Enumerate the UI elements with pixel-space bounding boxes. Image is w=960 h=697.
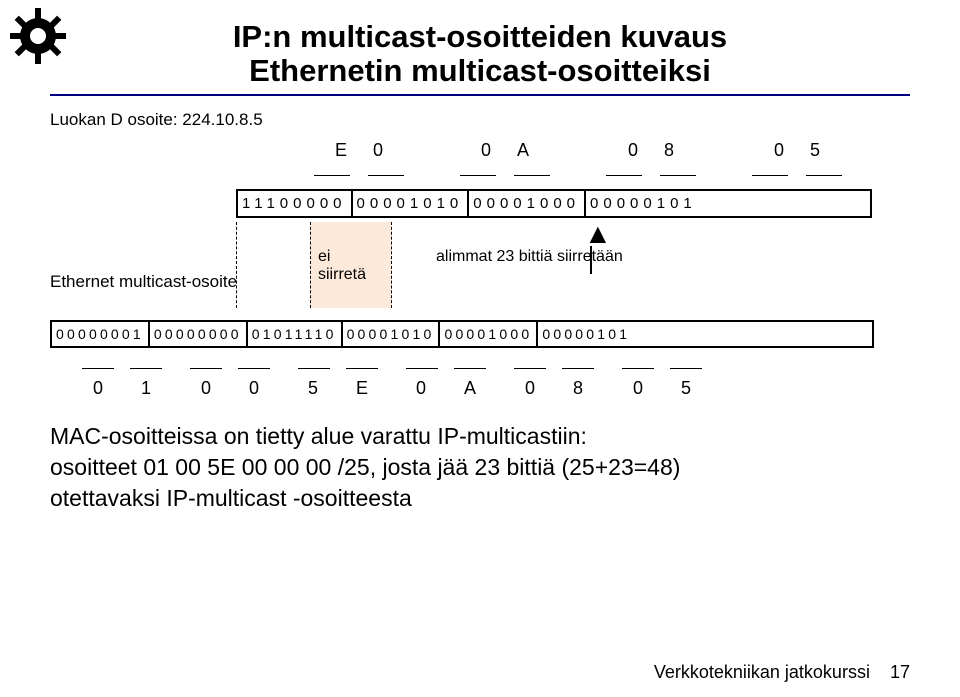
class-d-label: Luokan D osoite: 224.10.8.5 (50, 110, 910, 130)
arrow-icon: ▲ (584, 220, 612, 248)
title-rule (50, 94, 910, 96)
mac-bit-row: 0000000100000000010111100000101000001000… (50, 320, 874, 348)
ip-bit-row: 11100000000010100000100000000101 (236, 189, 872, 218)
title-line-2: Ethernetin multicast-osoitteiksi (249, 53, 711, 88)
page-title: IP:n multicast-osoitteiden kuvaus Ethern… (50, 20, 910, 88)
anno-shift: alimmat 23 bittiä siirretään (436, 248, 623, 266)
anno-no-transfer: eisiirretä (318, 248, 366, 284)
ip-hex-row: E00A0805 (50, 140, 870, 181)
footer: Verkkotekniikan jatkokurssi 17 (654, 662, 910, 683)
mac-hex-row: 01005E0A0805 (68, 354, 910, 399)
body-text: MAC-osoitteissa on tietty alue varattu I… (50, 421, 910, 514)
gear-icon (10, 8, 66, 64)
title-line-1: IP:n multicast-osoitteiden kuvaus (233, 19, 727, 54)
eth-mc-label: Ethernet multicast-osoite (50, 272, 237, 292)
